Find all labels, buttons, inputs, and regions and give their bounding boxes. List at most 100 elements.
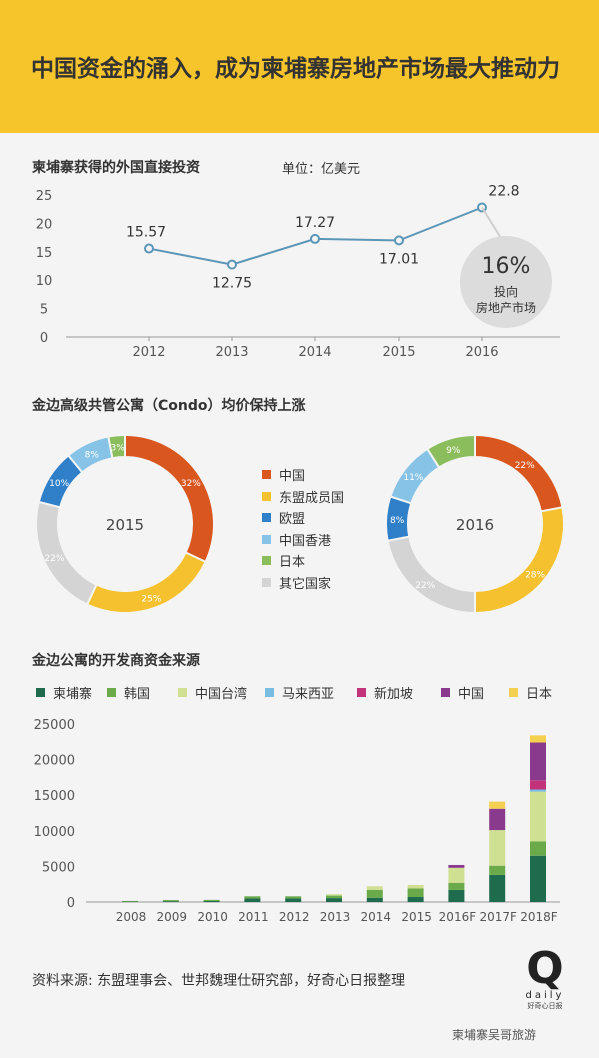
legend-label: 中国台湾 (195, 687, 248, 702)
legend-label: 欧盟 (279, 512, 306, 528)
bar-legend-item: 中国台湾 (178, 683, 248, 702)
donut-legend-item: 中国 (262, 465, 306, 484)
y-tick-label: 5 (40, 303, 48, 318)
legend-label: 柬埔寨 (53, 687, 93, 702)
bar-legend-item: 中国 (441, 683, 485, 702)
bar-segment (203, 900, 220, 902)
donut-center-year: 2015 (106, 516, 144, 534)
donut-chart-2016: 22% 28% 22% 8% 11% 9% 2016 (385, 433, 565, 615)
x-tick-label: 2011 (238, 910, 269, 924)
donut-slice-label: 3% (111, 443, 126, 453)
bar-segment (407, 897, 424, 902)
donut-legend-item: 其它国家 (262, 573, 331, 592)
legend-swatch (178, 688, 187, 697)
bar-segment (407, 884, 424, 889)
legend-swatch (262, 491, 271, 501)
bar-legend-item: 日本 (509, 683, 552, 702)
donut-slice-label: 10% (49, 479, 69, 489)
condo-chart-title: 金边高级共管公寓（Condo）均价保持上涨 (32, 398, 306, 414)
legend-swatch (262, 513, 271, 523)
legend-label: 东盟成员国 (279, 490, 345, 506)
bar-segment (489, 830, 506, 866)
x-tick-label: 2008 (116, 910, 147, 924)
fdi-point (144, 243, 154, 254)
bar-segment (448, 882, 465, 890)
fdi-line-chart: 0 5 10 15 20 25 2012 2013 2014 2015 2016 15.57 12.75… (36, 183, 560, 360)
legend-swatch (265, 688, 274, 697)
y-tick-label: 0 (40, 331, 48, 346)
x-tick-label: 2015 (382, 345, 415, 360)
donut-slice-label: 22% (515, 461, 535, 471)
donut-slice (386, 535, 476, 615)
y-tick-label: 5000 (42, 860, 75, 875)
donut-slice-label: 22% (415, 581, 435, 591)
donut-legend-item: 欧盟 (262, 508, 306, 528)
bar-segment (162, 901, 179, 902)
bar-segment (244, 896, 261, 899)
developer-chart-title: 金边公寓的开发商资金来源 (32, 653, 200, 669)
logo-word: daily (525, 990, 565, 1001)
donut-chart-2015: 32% 25% 22% 10% 8% 3% 2015 (35, 433, 215, 614)
donut-slice-label: 28% (525, 571, 545, 581)
callout-line2: 房地产市场 (475, 301, 536, 315)
x-tick-label: 2012 (279, 910, 310, 924)
legend-label: 韩国 (124, 687, 151, 702)
legend-label: 日本 (279, 555, 306, 571)
bar-segment (489, 865, 506, 875)
bar-segment (448, 867, 465, 883)
donut-slice-label: 11% (403, 473, 423, 483)
x-tick-label: 2016F (439, 910, 477, 924)
bar-segment (366, 886, 383, 890)
legend-swatch (262, 534, 271, 544)
developer-bar-chart: 0 5000 10000 15000 20000 25000 2008 2009 2010 201… (34, 718, 560, 924)
legend-swatch (262, 578, 271, 587)
y-tick-label: 25 (36, 189, 53, 204)
x-tick-label: 2016 (465, 345, 498, 360)
donut-legend-item: 日本 (262, 551, 306, 571)
bar-legend-item: 柬埔寨 (36, 683, 93, 702)
bar-segment (489, 874, 506, 902)
donut-slice-label: 22% (44, 554, 64, 564)
bar-segment (530, 855, 546, 902)
legend-label: 中国 (279, 469, 306, 484)
x-tick-label: 2013 (215, 345, 248, 360)
legend-swatch (262, 556, 271, 566)
bar-segment (530, 841, 546, 856)
y-tick-label: 25000 (34, 718, 75, 733)
legend-label: 马来西亚 (282, 687, 335, 702)
bar-segment (244, 898, 261, 902)
bar-segment (530, 780, 546, 790)
bar-segment (489, 801, 506, 809)
bar-segment (122, 900, 138, 902)
legend-label: 中国香港 (279, 533, 332, 549)
x-tick-label: 2014 (298, 345, 331, 360)
x-tick-label: 2009 (157, 910, 188, 924)
legend-swatch (262, 470, 271, 479)
donut-center-year: 2016 (456, 516, 494, 534)
donut-slice (425, 433, 476, 469)
bar-segment (326, 895, 342, 899)
callout-circle (460, 236, 552, 328)
bar-segment (162, 900, 179, 902)
donut-slice-label: 8% (390, 516, 405, 526)
fdi-chart-unit: 单位：亿美元 (282, 162, 361, 177)
fdi-value-label: 17.27 (295, 215, 335, 231)
y-tick-label: 20000 (34, 754, 75, 769)
x-tick-label: 2018F (520, 910, 558, 924)
legend-swatch (107, 688, 116, 697)
fdi-value-label: 17.01 (379, 251, 419, 267)
bar-segment (448, 864, 465, 868)
bar-segment (530, 742, 546, 781)
donut-slice (107, 433, 126, 460)
bar-segment (448, 889, 465, 902)
bar-segment (326, 894, 342, 896)
bar-legend-item: 马来西亚 (265, 683, 335, 702)
donut-slice (35, 500, 98, 606)
x-tick-label: 2010 (197, 910, 228, 924)
fdi-point (227, 259, 237, 270)
y-tick-label: 0 (67, 896, 75, 911)
donut-slice-label: 9% (446, 446, 461, 456)
legend-swatch (509, 688, 518, 697)
page-title: 中国资金的涌入，成为柬埔寨房地产市场最大推动力 (31, 56, 560, 82)
legend-label: 中国 (458, 687, 485, 702)
